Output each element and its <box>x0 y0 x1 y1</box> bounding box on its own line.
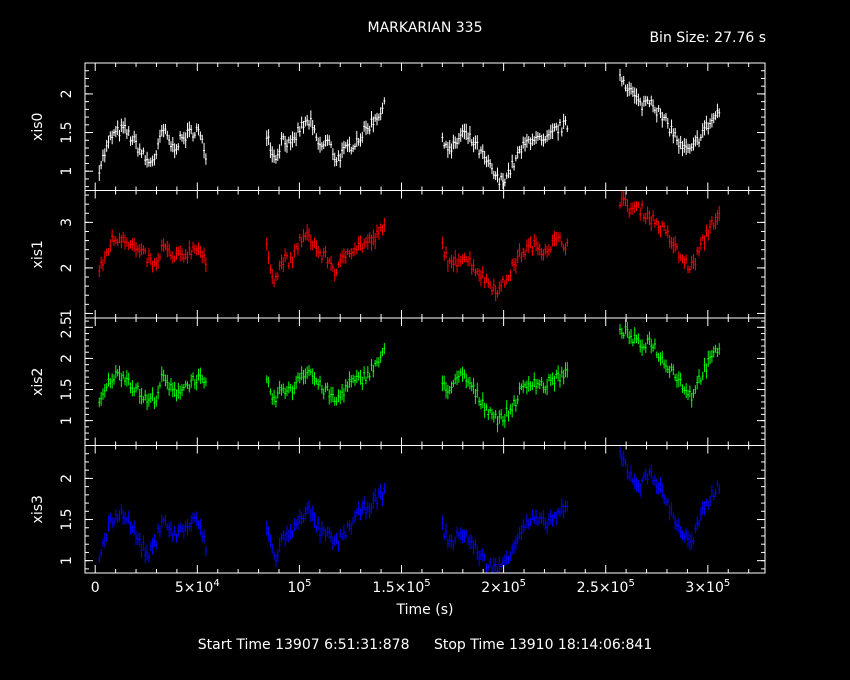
xis0-segment-2 <box>441 113 569 191</box>
xis0-ytick-label: 2 <box>59 89 75 98</box>
xis1-ytick-label: 2 <box>59 263 75 272</box>
xis0-ytick-label: 1.5 <box>59 121 75 143</box>
xis2-segment-3 <box>619 319 721 408</box>
xtick-label: 2×105 <box>481 578 526 596</box>
xis2-ytick-label: 2 <box>59 354 75 363</box>
xis0-ytick-label: 1 <box>59 167 75 176</box>
xis3-panel-frame <box>84 445 766 574</box>
xis1-segment-0 <box>98 229 207 278</box>
xtick-label: 5×104 <box>175 578 220 596</box>
xis1-ytick-label: 3 <box>59 218 75 227</box>
xlabel: Time (s) <box>396 602 454 618</box>
xis2-ytick-label: 1.5 <box>59 378 75 400</box>
xis3-segment-1 <box>265 482 386 568</box>
xis1-ytick-label: 1 <box>59 309 75 318</box>
xtick-label: 105 <box>287 578 311 596</box>
bin-size-label: Bin Size: 27.76 s <box>649 30 766 46</box>
xis0-segment-3 <box>619 68 721 157</box>
xis2-segment-2 <box>441 362 569 433</box>
xis2-panel-frame <box>84 317 766 446</box>
xis0-segment-0 <box>98 117 207 181</box>
xtick-label: 1.5×105 <box>372 578 430 596</box>
xis0-segment-1 <box>265 97 386 168</box>
xis1-segment-1 <box>265 217 386 288</box>
xis3-segment-3 <box>619 445 721 551</box>
xis3-ytick-label: 1 <box>59 556 75 565</box>
xtick-label: 2.5×105 <box>577 578 635 596</box>
xis1-segment-3 <box>619 190 721 274</box>
xis3-segment-2 <box>441 498 569 573</box>
xis2-segment-0 <box>98 364 207 411</box>
start-time-label: Start Time 13907 6:51:31:878 <box>197 637 410 653</box>
xtick-label: 3×105 <box>685 578 730 596</box>
xis0-panel-frame <box>84 62 766 191</box>
xis3-ytick-label: 2 <box>59 474 75 483</box>
xis2-segment-1 <box>265 343 386 408</box>
stop-time-label: Stop Time 13910 18:14:06:841 <box>433 637 653 653</box>
xis3-ytick-label: 1.5 <box>59 508 75 530</box>
xis2-ytick-label: 2.5 <box>59 316 75 338</box>
xis2-ytick-label: 1 <box>59 416 75 425</box>
xis0-ylabel: xis0 <box>30 113 46 141</box>
xis3-ylabel: xis3 <box>30 495 46 523</box>
time-range-footer: Start Time 13907 6:51:31:878 Stop Time 1… <box>0 637 850 653</box>
xis2-ylabel: xis2 <box>30 368 46 396</box>
xis1-segment-2 <box>441 231 569 302</box>
xis3-segment-0 <box>98 503 207 564</box>
xis1-panel-frame <box>84 190 766 319</box>
xtick-label: 0 <box>91 580 100 596</box>
chart-title: MARKARIAN 335 <box>367 20 483 36</box>
xis1-ylabel: xis1 <box>30 240 46 268</box>
